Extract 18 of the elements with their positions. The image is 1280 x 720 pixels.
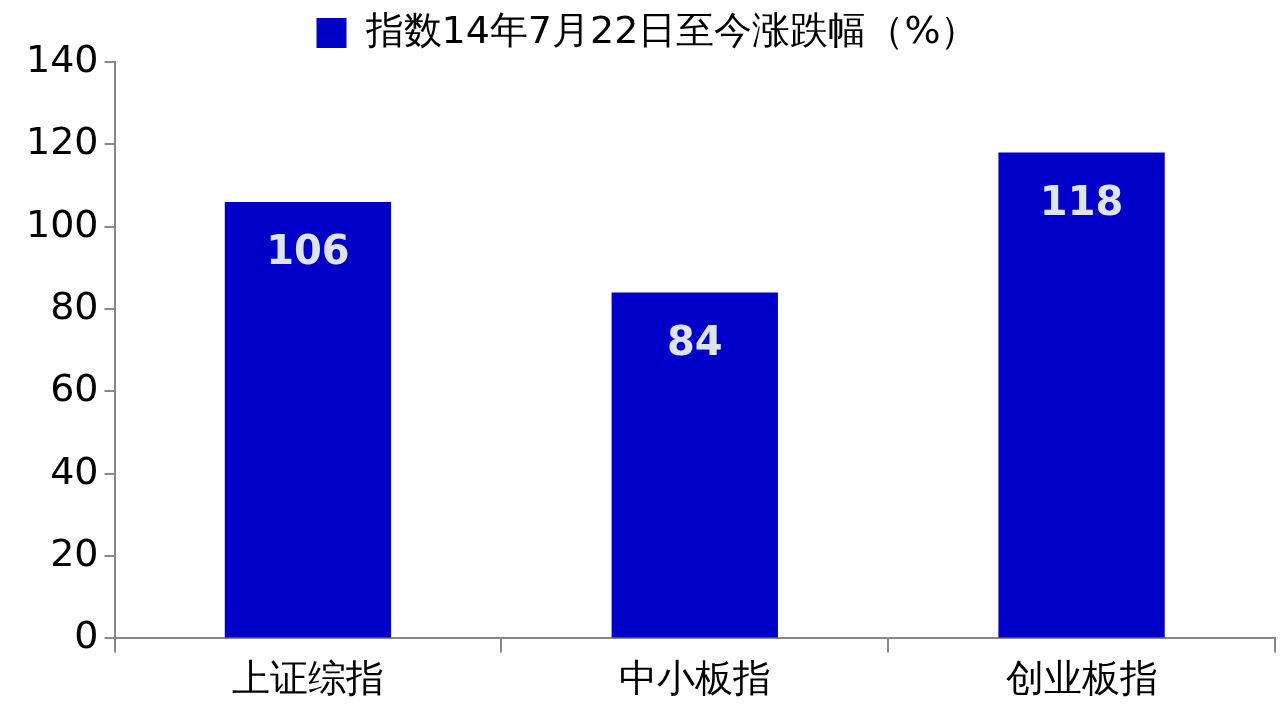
y-tick-label: 40 bbox=[50, 448, 99, 493]
y-tick-label: 20 bbox=[50, 530, 99, 575]
y-tick-label: 80 bbox=[50, 283, 99, 328]
y-tick-label: 100 bbox=[26, 201, 99, 246]
x-tick-label: 创业板指 bbox=[1005, 656, 1158, 701]
data-label: 84 bbox=[666, 317, 723, 364]
y-tick-label: 0 bbox=[74, 613, 99, 658]
legend-label: 指数14年7月22日至今涨跌幅（%） bbox=[364, 7, 979, 52]
y-tick-label: 140 bbox=[26, 36, 99, 81]
data-label: 106 bbox=[266, 227, 350, 274]
bar bbox=[224, 201, 392, 638]
x-tick-label: 中小板指 bbox=[618, 656, 771, 701]
bar bbox=[611, 292, 778, 638]
data-label: 118 bbox=[1039, 177, 1124, 224]
bar bbox=[998, 152, 1165, 638]
y-tick-label: 60 bbox=[50, 366, 99, 411]
y-tick-label: 120 bbox=[26, 119, 99, 164]
x-tick-label: 上证综指 bbox=[231, 656, 384, 701]
